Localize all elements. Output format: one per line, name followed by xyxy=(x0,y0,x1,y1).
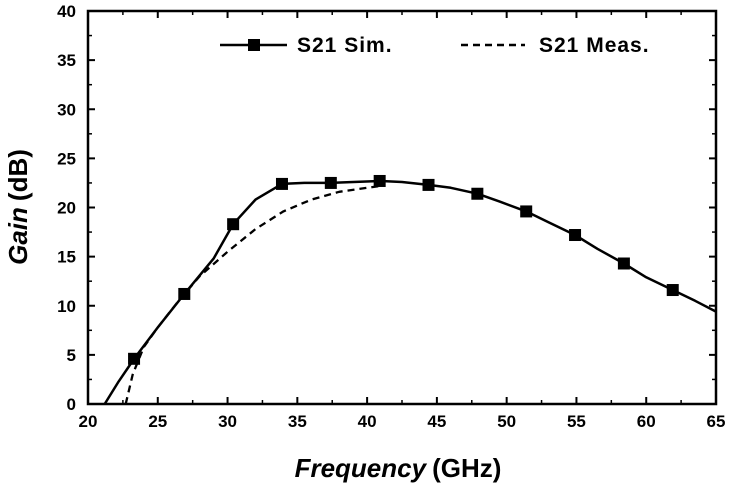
series-line-s21-sim xyxy=(103,179,717,405)
x-tick-label: 60 xyxy=(637,412,656,431)
x-tick-label: 50 xyxy=(497,412,516,431)
y-tick-label: 30 xyxy=(57,100,76,119)
s21-sim-marker xyxy=(422,178,435,191)
x-tick-label: 65 xyxy=(707,412,726,431)
x-axis-title-unit: (GHz) xyxy=(432,453,501,483)
y-tick-label: 5 xyxy=(67,346,76,365)
axis-tick-labels: 20 25 30 35 40 45 50 55 60 65 0 5 10 15 20 25 30 35 40 xyxy=(57,2,725,431)
x-tick-label: 35 xyxy=(288,412,307,431)
x-tick-label: 45 xyxy=(427,412,446,431)
s21-sim-marker xyxy=(275,177,288,190)
y-axis-title: Gain (dB) xyxy=(3,149,33,265)
s21-sim-marker xyxy=(128,352,141,365)
y-tick-label: 0 xyxy=(67,395,76,414)
s21-sim-marker xyxy=(324,176,337,189)
series-lines xyxy=(103,179,717,405)
x-tick-label: 55 xyxy=(567,412,586,431)
plot-frame xyxy=(86,9,718,406)
s21-sim-marker xyxy=(471,187,484,200)
x-axis-title-italic: Frequency xyxy=(295,453,428,483)
legend-sim-label: S21 Sim. xyxy=(297,34,393,57)
y-tick-label: 10 xyxy=(57,297,76,316)
y-axis-title-italic: Gain xyxy=(3,207,33,265)
s21-sim-marker xyxy=(666,284,679,297)
y-tick-label: 40 xyxy=(57,2,76,21)
series-line-s21-meas xyxy=(124,184,382,405)
series-markers xyxy=(128,174,679,365)
s21-sim-marker xyxy=(569,229,582,242)
legend-sim-marker xyxy=(248,39,260,51)
s21-sim-marker xyxy=(520,205,533,218)
y-axis-title-unit: (dB) xyxy=(3,149,33,201)
x-tick-label: 20 xyxy=(79,412,98,431)
y-tick-label: 20 xyxy=(57,199,76,218)
x-axis-title: Frequency (GHz) xyxy=(295,453,502,483)
s21-sim-marker xyxy=(373,174,386,187)
s21-sim-marker xyxy=(617,257,630,270)
y-tick-label: 35 xyxy=(57,51,76,70)
s21-sim-marker xyxy=(227,218,240,231)
legend-meas-label: S21 Meas. xyxy=(539,34,650,57)
x-tick-label: 30 xyxy=(218,412,237,431)
legend: S21 Sim. S21 Meas. xyxy=(220,34,650,57)
y-tick-label: 25 xyxy=(57,149,76,168)
axis-ticks xyxy=(87,10,717,405)
x-tick-label: 25 xyxy=(148,412,167,431)
x-tick-label: 40 xyxy=(358,412,377,431)
s21-sim-marker xyxy=(178,287,191,300)
y-tick-label: 15 xyxy=(57,248,76,267)
